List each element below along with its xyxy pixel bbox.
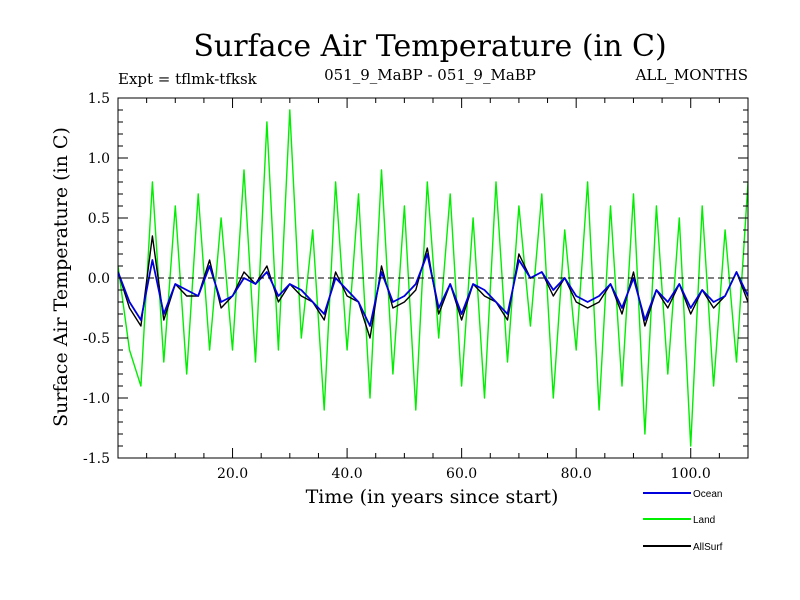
chart-subtitle-center: 051_9_MaBP - 051_9_MaBP <box>324 66 536 84</box>
x-tick-label: 60.0 <box>446 466 477 482</box>
x-tick-label: 80.0 <box>561 466 592 482</box>
axis-ticks: 20.0 40.0 60.0 80.0 100.0 -1.5 -1.0 -0.5 0.0 0.5 1… <box>83 91 748 482</box>
x-axis-label: Time (in years since start) <box>306 486 559 508</box>
y-tick-label: 0.0 <box>88 271 110 287</box>
y-tick-label: 1.5 <box>88 91 110 107</box>
y-tick-label: -0.5 <box>83 331 110 347</box>
legend-label-ocean: Ocean <box>693 489 722 500</box>
chart-subtitle-left: Expt = tflmk-tfksk <box>118 70 258 88</box>
legend-label-allsurf: AllSurf <box>693 542 723 553</box>
legend-label-land: Land <box>693 515 715 526</box>
series-line-land <box>118 109 748 447</box>
chart-title: Surface Air Temperature (in C) <box>193 29 666 64</box>
plot-frame <box>117 97 749 459</box>
chart-subtitle-right: ALL_MONTHS <box>635 66 748 84</box>
y-tick-label: 1.0 <box>88 151 110 167</box>
series-layer <box>118 109 748 447</box>
y-axis-label: Surface Air Temperature (in C) <box>50 127 72 427</box>
plot-area: 20.0 40.0 60.0 80.0 100.0 -1.5 -1.0 -0.5 0.0 0.5 1… <box>83 91 749 482</box>
y-tick-label: -1.5 <box>83 451 110 467</box>
legend: Ocean Land AllSurf <box>643 489 723 553</box>
x-tick-label: 40.0 <box>332 466 363 482</box>
series-line-ocean <box>118 253 748 327</box>
x-tick-label: 20.0 <box>217 466 248 482</box>
y-tick-label: 0.5 <box>88 211 110 227</box>
x-tick-label: 100.0 <box>671 466 711 482</box>
y-tick-label: -1.0 <box>83 391 110 407</box>
